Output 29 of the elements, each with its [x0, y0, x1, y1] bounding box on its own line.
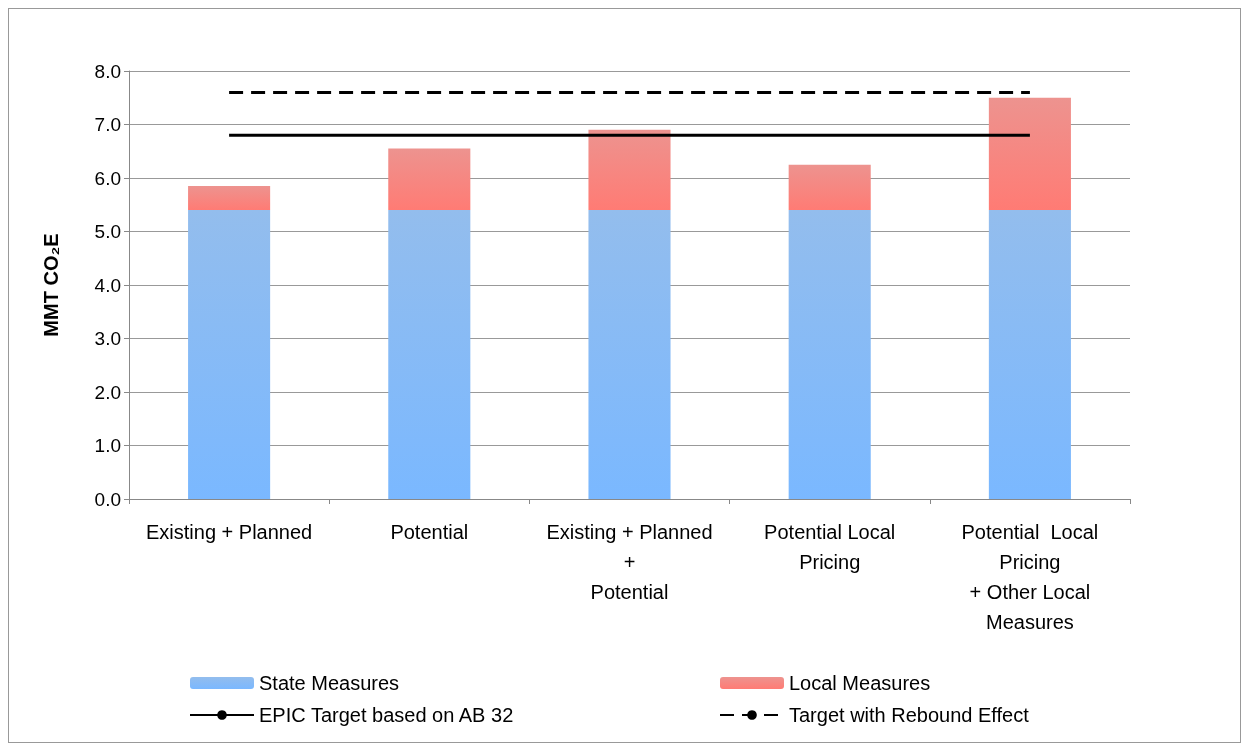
x-tick-label: Potential: [390, 521, 469, 543]
legend-label: EPIC Target based on AB 32: [259, 704, 514, 726]
y-tick-label: 0.0: [94, 488, 121, 510]
x-tick-label: Potential Local Pricing: [764, 521, 896, 573]
y-axis-title: MMT CO₂E: [40, 233, 62, 337]
bar: [588, 129, 671, 211]
legend-label: Target with Rebound Effect: [789, 704, 1030, 726]
bar: [788, 210, 871, 499]
y-tick-label: 8.0: [94, 60, 121, 82]
x-tick-label: Potential Local Pricing + Other Local Measures: [961, 521, 1099, 633]
x-tick-label: Existing + Planned + Potential: [546, 521, 713, 603]
y-tick-label: 1.0: [94, 435, 121, 456]
y-tick-label: 5.0: [94, 221, 121, 242]
bar: [188, 210, 271, 499]
bar: [588, 210, 671, 499]
bar: [388, 210, 471, 499]
bar: [188, 186, 271, 211]
legend-label: State Measures: [259, 672, 400, 694]
bar: [788, 164, 871, 211]
y-tick-label: 7.0: [94, 114, 121, 135]
bar: [988, 210, 1071, 499]
bar: [988, 97, 1071, 211]
bar: [388, 148, 471, 211]
y-tick-label: 3.0: [94, 328, 121, 349]
x-tick-label: Existing + Planned: [145, 521, 313, 543]
legend-label: Local Measures: [789, 672, 931, 694]
y-tick-label: 2.0: [94, 381, 121, 403]
y-tick-label: 6.0: [94, 167, 121, 189]
y-tick-label: 4.0: [94, 274, 121, 296]
